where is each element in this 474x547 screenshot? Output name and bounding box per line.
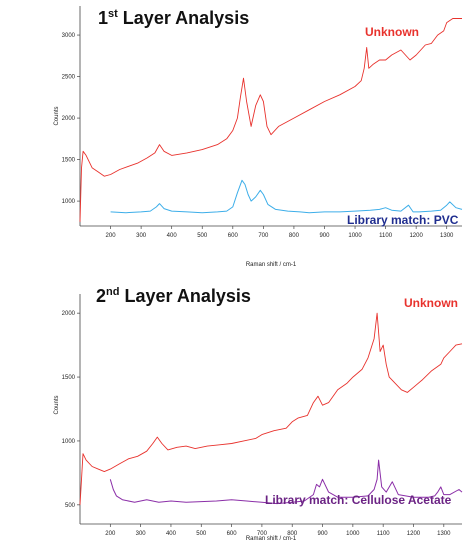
panel-title: 1st Layer Analysis	[98, 8, 249, 28]
x-tick-label: 900	[318, 531, 329, 537]
x-axis-label: Raman shift / cm-1	[246, 262, 297, 268]
panel-title: 2nd Layer Analysis	[96, 286, 251, 306]
x-tick-label: 1000	[346, 531, 360, 537]
series-group	[79, 18, 463, 222]
library-match-label: Library match: Cellulose Acetate	[265, 493, 452, 507]
x-axis-label: Raman shift / cm-1	[246, 536, 297, 542]
library-spectrum-line	[109, 459, 463, 505]
y-tick-label: 1000	[62, 199, 76, 205]
series-group	[79, 312, 463, 505]
x-tick-label: 1100	[379, 233, 393, 239]
x-tick-label: 800	[287, 531, 298, 537]
x-ticks: 200 300 400 500 600 700 800 900 1000 1100 1200 1300	[106, 226, 454, 239]
x-tick-label: 500	[197, 233, 208, 239]
x-tick-label: 300	[136, 233, 147, 239]
unknown-spectrum-line	[79, 312, 463, 505]
y-tick-label: 2500	[62, 75, 76, 81]
x-tick-label: 600	[227, 531, 238, 537]
panel-1st-layer: 1st Layer Analysis 10001500200025003000 …	[54, 6, 463, 268]
x-tick-label: 400	[166, 531, 177, 537]
y-tick-label: 2000	[62, 116, 76, 122]
y-tick-label: 2000	[62, 311, 76, 317]
x-tick-label: 1000	[348, 233, 362, 239]
x-tick-label: 1100	[377, 531, 391, 537]
x-tick-label: 1300	[440, 233, 454, 239]
y-ticks: 500 1000 1500 2000	[62, 311, 80, 509]
unknown-spectrum-line	[79, 18, 462, 222]
library-match-label: Library match: PVC	[347, 213, 459, 227]
x-ticks: 200 300 400 500 600 700 800 900 1000 1100 1200 1300	[105, 524, 451, 537]
x-tick-label: 1200	[407, 531, 421, 537]
unknown-label: Unknown	[404, 296, 458, 310]
panel-2nd-layer: 2nd Layer Analysis 500 1000 1500 2000 200 30…	[54, 286, 463, 542]
x-tick-label: 200	[106, 233, 117, 239]
library-spectrum-line	[110, 179, 463, 214]
x-tick-label: 800	[289, 233, 300, 239]
x-tick-label: 500	[196, 531, 207, 537]
x-tick-label: 900	[319, 233, 330, 239]
x-tick-label: 300	[136, 531, 147, 537]
y-axis-label: Counts	[54, 106, 60, 125]
y-tick-label: 1000	[62, 439, 76, 445]
x-tick-label: 1200	[409, 233, 423, 239]
unknown-label: Unknown	[365, 25, 419, 39]
y-tick-label: 500	[65, 503, 76, 509]
x-tick-label: 600	[228, 233, 239, 239]
y-ticks: 1000 1500 2000 2500 3000	[62, 33, 80, 205]
y-tick-label: 1500	[62, 375, 76, 381]
x-tick-label: 200	[105, 531, 116, 537]
x-tick-label: 1300	[437, 531, 451, 537]
x-tick-label: 700	[258, 233, 269, 239]
x-tick-label: 700	[257, 531, 268, 537]
y-axis-label: Counts	[54, 395, 60, 414]
y-tick-label: 1500	[62, 158, 76, 164]
x-tick-label: 400	[167, 233, 178, 239]
y-tick-label: 3000	[62, 33, 76, 39]
